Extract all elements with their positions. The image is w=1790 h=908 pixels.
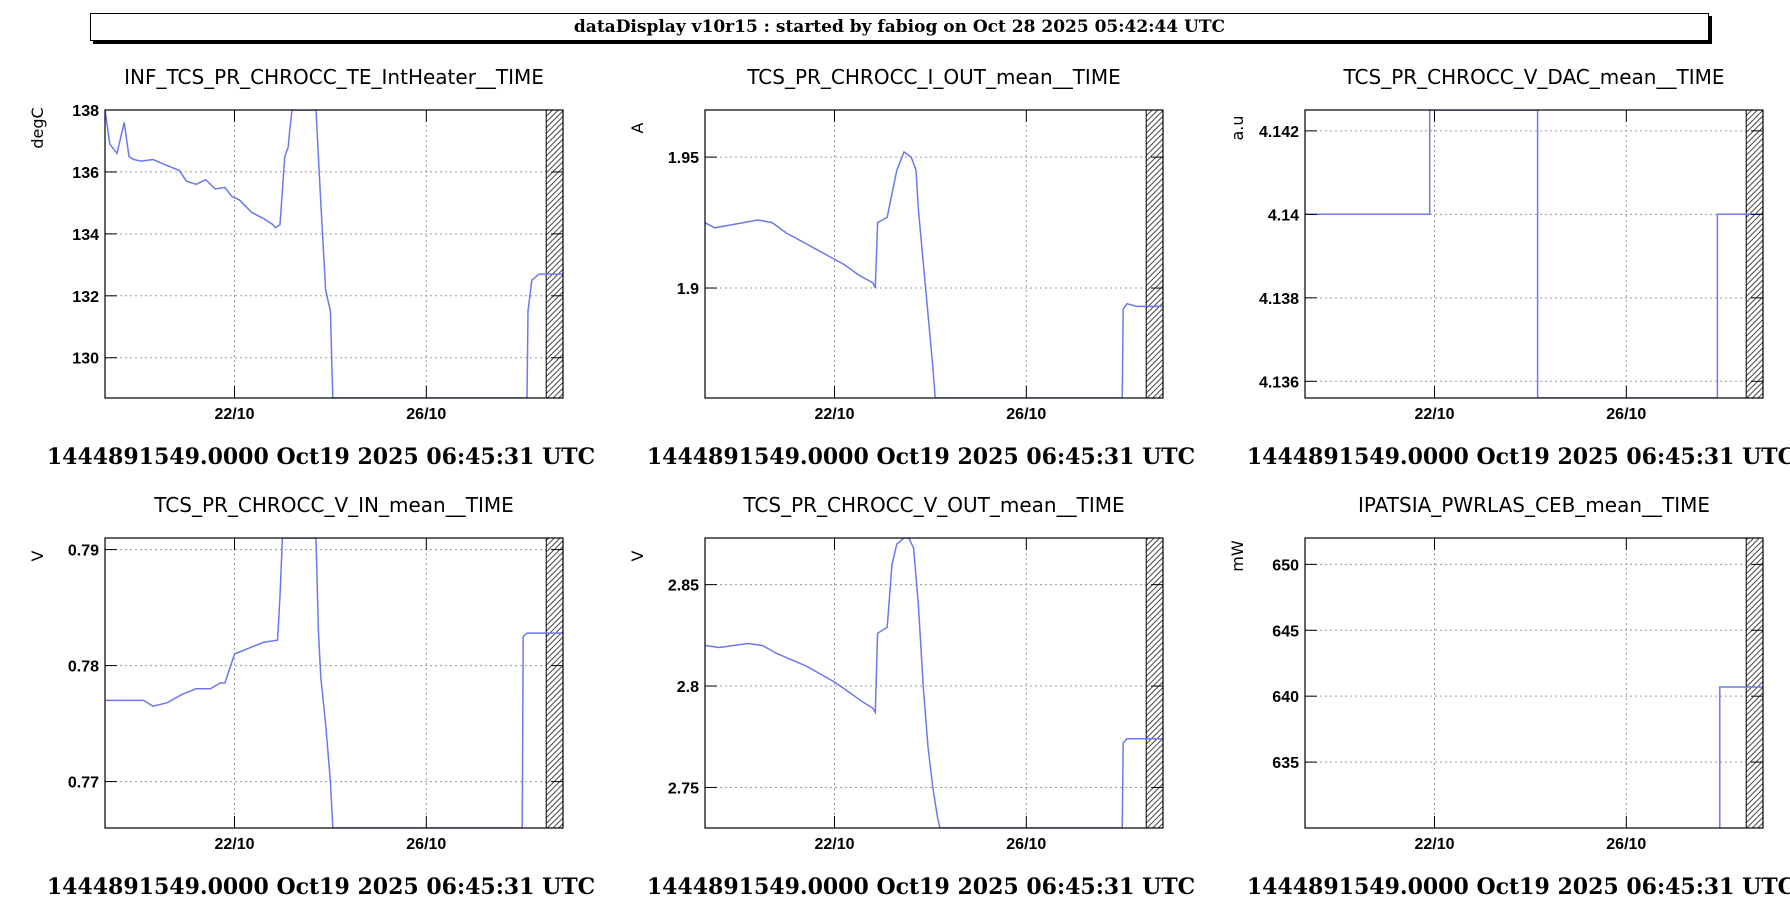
y-tick-label: 0.79 bbox=[68, 543, 99, 560]
chart-5: TCS_PR_CHROCC_V_OUT_mean__TIME V 2.75 2.8 2.… bbox=[628, 493, 1195, 900]
y-tick-label: 134 bbox=[72, 227, 99, 244]
x-tick-label: 22/10 bbox=[1414, 406, 1454, 423]
x-tick-label: 26/10 bbox=[1606, 406, 1646, 423]
y-tick-label: 132 bbox=[72, 289, 99, 306]
y-axis-label: V bbox=[628, 550, 647, 561]
y-tick-label: 2.8 bbox=[677, 679, 699, 696]
chart-footer-timestamp: 1444891549.0000 Oct19 2025 06:45:31 UTC bbox=[1247, 874, 1790, 900]
chart-2: TCS_PR_CHROCC_I_OUT_mean__TIME A 1.9 1.95 22… bbox=[628, 65, 1195, 470]
y-tick-label: 640 bbox=[1272, 689, 1299, 706]
chart-4: TCS_PR_CHROCC_V_IN_mean__TIME V 0.77 0.78 0.… bbox=[28, 493, 595, 900]
y-axis-label: degC bbox=[28, 107, 47, 148]
x-tick-label: 22/10 bbox=[1414, 836, 1454, 853]
chart-footer-timestamp: 1444891549.0000 Oct19 2025 06:45:31 UTC bbox=[1247, 444, 1790, 470]
y-tick-label: 0.77 bbox=[68, 775, 99, 792]
plot-frame bbox=[704, 537, 1164, 829]
y-tick-label: 2.85 bbox=[668, 578, 699, 595]
hatched-region bbox=[545, 537, 564, 829]
chart-footer-timestamp: 1444891549.0000 Oct19 2025 06:45:31 UTC bbox=[47, 874, 595, 900]
x-tick-label: 26/10 bbox=[1606, 836, 1646, 853]
plot-frame bbox=[104, 109, 564, 399]
x-tick-label: 26/10 bbox=[406, 406, 446, 423]
y-axis-label: V bbox=[28, 550, 47, 561]
data-series-line bbox=[1719, 686, 1763, 828]
x-tick-label: 22/10 bbox=[814, 406, 854, 423]
y-tick-label: 2.75 bbox=[668, 780, 699, 797]
chart-6: IPATSIA_PWRLAS_CEB_mean__TIME mW 635 640 645… bbox=[1228, 493, 1790, 900]
x-tick-label: 26/10 bbox=[1006, 836, 1046, 853]
y-tick-label: 4.142 bbox=[1259, 124, 1299, 141]
hatched-region bbox=[1145, 537, 1164, 829]
data-series-line bbox=[1305, 110, 1763, 398]
data-series-line bbox=[705, 538, 1163, 828]
chart-3: TCS_PR_CHROCC_V_DAC_mean__TIME a.u 4.136 4.… bbox=[1228, 65, 1790, 470]
chart-footer-timestamp: 1444891549.0000 Oct19 2025 06:45:31 UTC bbox=[647, 444, 1195, 470]
x-tick-label: 22/10 bbox=[214, 836, 254, 853]
data-series-line bbox=[105, 110, 563, 398]
data-series-line bbox=[105, 538, 563, 828]
plot-frame bbox=[704, 109, 1164, 399]
y-axis-label: mW bbox=[1228, 540, 1247, 572]
plot-frame bbox=[104, 537, 564, 829]
y-tick-label: 4.136 bbox=[1259, 374, 1299, 391]
y-tick-label: 650 bbox=[1272, 557, 1299, 574]
data-series-line bbox=[705, 150, 1163, 398]
hatched-region bbox=[1145, 109, 1164, 399]
chart-1: INF_TCS_PR_CHROCC_TE_IntHeater__TIME degC… bbox=[28, 65, 595, 470]
hatched-region bbox=[1745, 109, 1764, 399]
y-tick-label: 136 bbox=[72, 165, 99, 182]
plot-frame bbox=[1304, 109, 1764, 399]
y-tick-label: 138 bbox=[72, 103, 99, 120]
y-tick-label: 645 bbox=[1272, 623, 1299, 640]
chart-footer-timestamp: 1444891549.0000 Oct19 2025 06:45:31 UTC bbox=[647, 874, 1195, 900]
chart-title: TCS_PR_CHROCC_I_OUT_mean__TIME bbox=[746, 65, 1120, 89]
y-tick-label: 4.14 bbox=[1268, 207, 1299, 224]
x-tick-label: 22/10 bbox=[814, 836, 854, 853]
y-axis-label: A bbox=[628, 122, 647, 133]
chart-title: TCS_PR_CHROCC_V_OUT_mean__TIME bbox=[742, 493, 1124, 517]
plot-frame bbox=[1304, 537, 1764, 829]
hatched-region bbox=[1745, 537, 1764, 829]
x-tick-label: 22/10 bbox=[214, 406, 254, 423]
y-tick-label: 4.138 bbox=[1259, 291, 1299, 308]
y-tick-label: 0.78 bbox=[68, 659, 99, 676]
y-tick-label: 1.9 bbox=[677, 281, 699, 298]
chart-title: TCS_PR_CHROCC_V_DAC_mean__TIME bbox=[1343, 65, 1725, 89]
chart-footer-timestamp: 1444891549.0000 Oct19 2025 06:45:31 UTC bbox=[47, 444, 595, 470]
chart-title: IPATSIA_PWRLAS_CEB_mean__TIME bbox=[1358, 493, 1710, 517]
y-tick-label: 130 bbox=[72, 351, 99, 368]
x-tick-label: 26/10 bbox=[1006, 406, 1046, 423]
chart-title: TCS_PR_CHROCC_V_IN_mean__TIME bbox=[153, 493, 514, 517]
y-tick-label: 635 bbox=[1272, 755, 1299, 772]
hatched-region bbox=[545, 109, 564, 399]
y-axis-label: a.u bbox=[1228, 115, 1247, 140]
y-tick-label: 1.95 bbox=[668, 150, 699, 167]
chart-title: INF_TCS_PR_CHROCC_TE_IntHeater__TIME bbox=[124, 65, 544, 89]
banner-title: dataDisplay v10r15 : started by fabiog o… bbox=[90, 13, 1709, 41]
x-tick-label: 26/10 bbox=[406, 836, 446, 853]
